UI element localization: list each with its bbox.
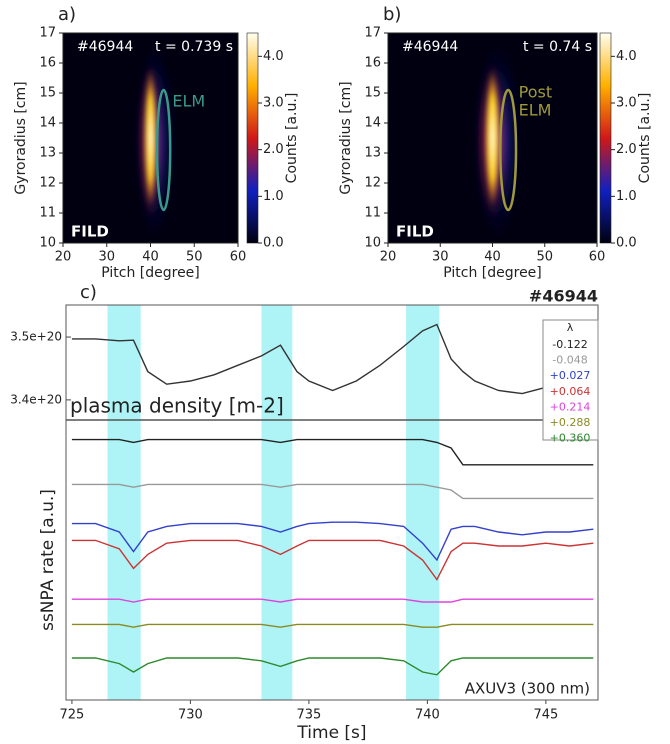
data-line	[71, 521, 594, 562]
y-tick-label: 3.4e+20	[10, 392, 62, 406]
colorbar-label: Counts [a.u.]	[284, 93, 300, 184]
density-label: plasma density [m-2]	[70, 394, 284, 418]
x-tick-label: 735	[296, 708, 321, 723]
panel-label: c)	[80, 282, 97, 303]
colorbar-tick-label: 1.0	[616, 189, 637, 204]
colorbar-tick-label: 0.0	[263, 236, 284, 251]
heatmap-core	[485, 69, 500, 207]
elm-ellipse	[499, 88, 518, 212]
x-tick-label: 60	[230, 250, 247, 265]
legend-entry: +0.214	[550, 400, 591, 413]
y-axis-label: Gyroradius [cm]	[338, 81, 354, 194]
data-line	[71, 323, 594, 395]
legend-entry: -0.048	[552, 354, 587, 367]
data-line	[71, 438, 594, 466]
y-tick-label: 15	[364, 86, 381, 101]
shaded-interval	[261, 305, 293, 700]
y-tick-label: 12	[364, 176, 381, 191]
diagnostic-label: FILD	[71, 223, 109, 241]
x-tick-label: 50	[186, 250, 203, 265]
colorbar-tick-label: 2.0	[263, 142, 284, 157]
legend: λ -0.122 -0.048 +0.027 +0.064 +0.214 +0.288 +0.…	[542, 319, 599, 445]
x-tick-label: 40	[484, 250, 501, 265]
x-axis-label: Pitch [degree]	[101, 265, 200, 281]
diagnostic-label: FILD	[396, 223, 434, 241]
x-axis-label: Pitch [degree]	[443, 265, 542, 281]
x-tick-label: 50	[536, 250, 553, 265]
y-tick-label: 11	[39, 206, 56, 221]
y-axis-label: ssNPA rate [a.u.]	[38, 489, 58, 631]
y-tick-label: 10	[39, 236, 56, 251]
elm-annotation: Post	[519, 83, 552, 102]
y-tick-label: 10	[364, 236, 381, 251]
y-tick-label: 11	[364, 206, 381, 221]
y-tick-label: 15	[39, 86, 56, 101]
time-label: t = 0.739 s	[155, 39, 233, 55]
elm-annotation: ELM	[519, 101, 552, 120]
elm-ellipse	[155, 88, 172, 212]
shot-number: #46944	[402, 39, 458, 55]
legend-title: λ	[567, 321, 574, 334]
x-tick-label: 60	[589, 250, 606, 265]
x-tick-label: 725	[60, 708, 85, 723]
y-tick-label: 17	[364, 26, 381, 41]
legend-box	[542, 319, 599, 441]
y-tick-label: 16	[364, 56, 381, 71]
data-line	[71, 483, 594, 500]
y-tick-label: 3.5e+20	[10, 330, 62, 344]
colorbar-tick-label: 4.0	[616, 49, 637, 64]
y-tick-label: 14	[364, 116, 381, 131]
y-axis-label: Gyroradius [cm]	[13, 81, 29, 194]
y-tick-label: 17	[39, 26, 56, 41]
x-tick-label: 30	[98, 250, 115, 265]
x-tick-label: 740	[415, 708, 440, 723]
colorbar-tick-label: 4.0	[263, 49, 284, 64]
x-axis-label: Time [s]	[296, 723, 366, 743]
y-tick-label: 14	[39, 116, 56, 131]
legend-entry: +0.288	[550, 416, 591, 429]
colorbar-tick-label: 3.0	[263, 96, 284, 111]
colorbar	[246, 32, 259, 244]
legend-entry: +0.027	[550, 369, 591, 382]
colorbar-tick-label: 0.0	[616, 236, 637, 251]
colorbar-tick-label: 3.0	[616, 96, 637, 111]
data-line	[71, 598, 594, 603]
x-tick-label: 745	[533, 708, 558, 723]
x-tick-label: 40	[142, 250, 159, 265]
y-tick-label: 13	[39, 146, 56, 161]
colorbar-tick-label: 2.0	[616, 142, 637, 157]
shaded-interval	[107, 305, 141, 700]
frame	[65, 304, 599, 701]
data-line	[71, 623, 594, 628]
legend-entry: +0.064	[550, 385, 591, 398]
axuv-label: AXUV3 (300 nm)	[465, 680, 590, 698]
shot-number: #46944	[529, 287, 598, 306]
panel-label: a)	[58, 4, 76, 25]
colorbar-label: Counts [a.u.]	[637, 93, 653, 184]
y-tick-label: 16	[39, 56, 56, 71]
x-tick-label: 30	[432, 250, 449, 265]
time-label: t = 0.74 s	[523, 39, 592, 55]
colorbar-tick-label: 1.0	[263, 189, 284, 204]
x-tick-label: 20	[380, 250, 397, 265]
data-line	[71, 657, 594, 676]
colorbar	[599, 32, 612, 244]
legend-entry: -0.122	[552, 338, 587, 351]
y-tick-label: 12	[39, 176, 56, 191]
legend-entry: +0.360	[550, 432, 591, 445]
elm-annotation: ELM	[172, 92, 205, 111]
panel-label: b)	[383, 4, 401, 25]
x-tick-label: 20	[55, 250, 72, 265]
x-tick-label: 730	[178, 708, 203, 723]
y-tick-label: 13	[364, 146, 381, 161]
heatmap-core	[144, 69, 157, 207]
shot-number: #46944	[77, 39, 133, 55]
data-line	[71, 539, 594, 581]
shaded-interval	[406, 305, 440, 700]
